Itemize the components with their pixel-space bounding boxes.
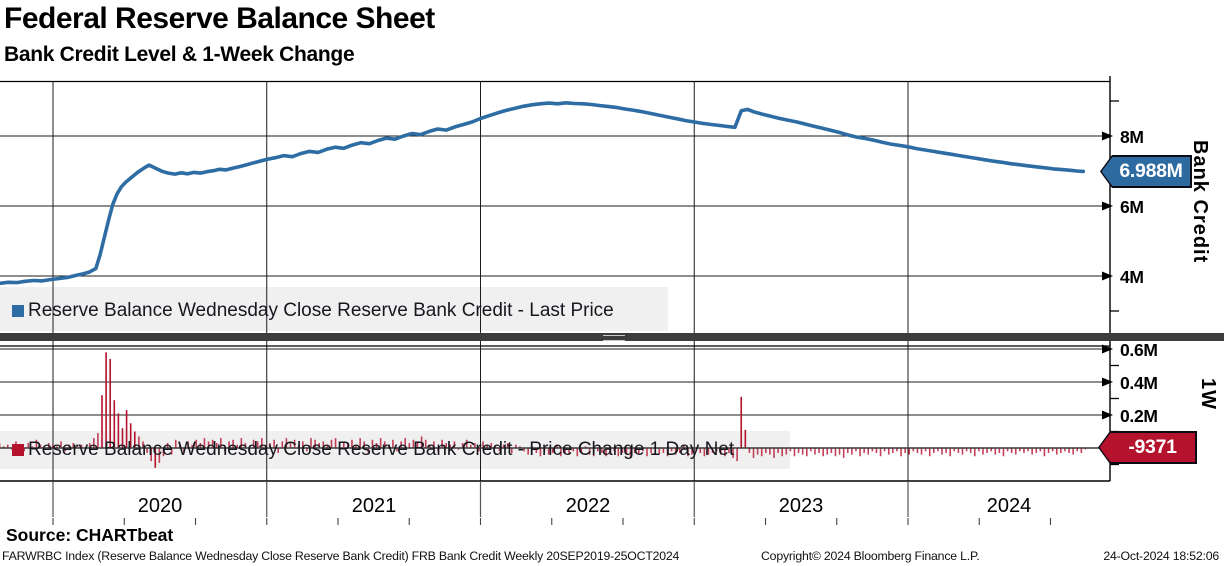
footer-datetime: 24-Oct-2024 18:52:06 — [1103, 549, 1219, 563]
legend-marker-red-icon — [12, 444, 24, 456]
right-axis-label-1w: 1W — [1197, 378, 1219, 410]
y-tick-0-4m: 0.4M — [1120, 373, 1158, 393]
legend-marker-blue-icon — [12, 305, 24, 317]
page-subtitle: Bank Credit Level & 1-Week Change — [4, 43, 355, 66]
x-tick-2022: 2022 — [565, 495, 611, 517]
footer-index-info: FARWRBC Index (Reserve Balance Wednesday… — [2, 549, 680, 563]
x-tick-2020: 2020 — [137, 495, 183, 517]
y-tick-4m: 4M — [1120, 267, 1144, 287]
x-tick-2021: 2021 — [351, 495, 397, 517]
legend-label-last-price: Reserve Balance Wednesday Close Reserve … — [28, 300, 614, 321]
legend-item-price-change[interactable]: Reserve Balance Wednesday Close Reserve … — [12, 439, 734, 461]
last-price-badge: 6.988M — [1100, 155, 1192, 188]
y-tick-0-2m: 0.2M — [1120, 406, 1158, 426]
footer-copyright: Copyright© 2024 Bloomberg Finance L.P. — [761, 549, 980, 563]
top-legend-strip — [0, 287, 668, 331]
legend-label-price-change: Reserve Balance Wednesday Close Reserve … — [28, 439, 735, 460]
bottom-legend-strip — [0, 431, 790, 469]
source-label: Source: CHARTbeat — [6, 525, 174, 545]
y-tick-8m: 8M — [1120, 127, 1144, 147]
panel-divider-drag-handle-icon[interactable] — [603, 335, 625, 341]
last-change-badge-value: -9371 — [1099, 432, 1196, 463]
x-tick-2024: 2024 — [986, 495, 1032, 517]
right-axis-label-bank-credit: Bank Credit — [1189, 140, 1211, 264]
y-tick-0-6m: 0.6M — [1120, 340, 1158, 360]
last-price-badge-value: 6.988M — [1101, 156, 1191, 187]
legend-item-last-price[interactable]: Reserve Balance Wednesday Close Reserve … — [12, 300, 614, 322]
x-tick-2023: 2023 — [778, 495, 824, 517]
panel-divider — [0, 333, 1224, 341]
page-title: Federal Reserve Balance Sheet — [4, 2, 435, 35]
y-tick-6m: 6M — [1120, 197, 1144, 217]
last-change-badge: -9371 — [1098, 431, 1197, 464]
